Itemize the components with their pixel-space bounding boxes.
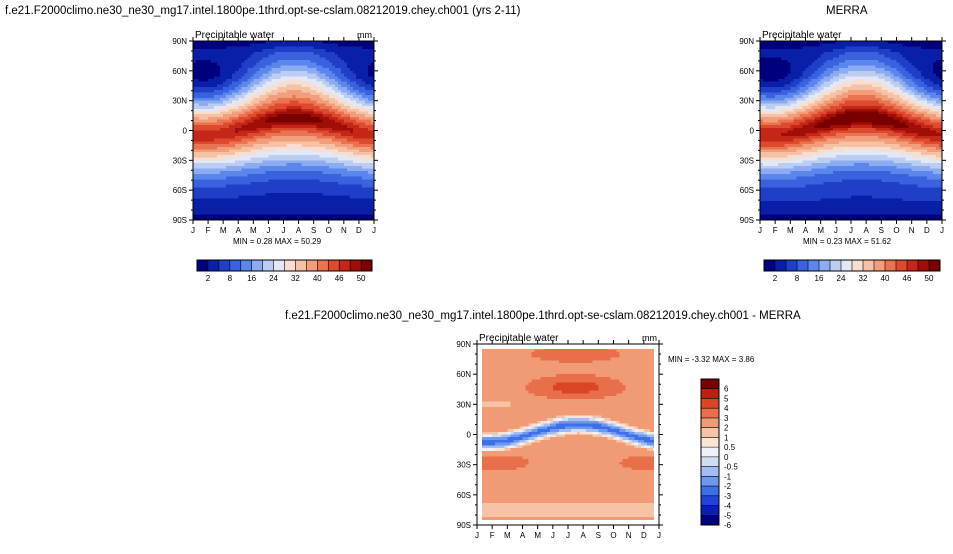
x-tick-label: M <box>220 226 227 235</box>
colorbar-swatch <box>241 260 252 271</box>
x-tick-label: J <box>282 226 286 235</box>
colorbar-swatch <box>230 260 241 271</box>
colorbar-swatch <box>361 260 372 271</box>
right-panel-title: MERRA <box>826 5 868 17</box>
colorbar-swatch <box>252 260 263 271</box>
heatmap-cells <box>760 41 943 221</box>
difference-panel-title: f.e21.F2000climo.ne30_ne30_mg17.intel.18… <box>285 310 801 322</box>
x-tick-label: A <box>236 226 242 235</box>
colorbar-swatch <box>295 260 306 271</box>
model-min: MIN = 0.28 <box>233 237 272 246</box>
panel-label: Precipitable water <box>762 30 842 41</box>
x-tick-label: J <box>191 226 195 235</box>
colorbar-swatch <box>350 260 361 271</box>
y-tick-label: 90N <box>172 37 187 46</box>
y-tick-label: 90S <box>173 216 187 225</box>
colorbar-swatch <box>208 260 219 271</box>
colorbar-swatch <box>263 260 274 271</box>
colorbar-swatch <box>285 260 296 271</box>
y-tick-label: 0 <box>183 127 188 136</box>
colorbar-swatch <box>274 260 285 271</box>
x-tick-label: S <box>311 226 316 235</box>
colorbar-label: 40 <box>313 274 322 283</box>
x-tick-label: F <box>206 226 211 235</box>
colorbar-swatch <box>197 260 208 271</box>
heatmap-cells <box>193 41 375 221</box>
colorbar-label: 50 <box>357 274 366 283</box>
colorbar-label: 32 <box>291 274 300 283</box>
colorbar-swatch <box>339 260 350 271</box>
x-tick-label: M <box>250 226 257 235</box>
y-tick-label: 60N <box>172 67 187 76</box>
colorbar-label: 8 <box>228 274 233 283</box>
model-minmax: MIN = 0.28 MAX = 50.29 <box>233 237 321 246</box>
colorbar-label: 46 <box>335 274 344 283</box>
y-tick-label: 60S <box>173 186 187 195</box>
left-panel-title: f.e21.F2000climo.ne30_ne30_mg17.intel.18… <box>5 5 520 17</box>
colorbar-swatch <box>317 260 328 271</box>
model-max: MAX = 50.29 <box>275 237 321 246</box>
colorbar-label: 24 <box>269 274 278 283</box>
x-tick-label: J <box>266 226 270 235</box>
colorbar-label: 2 <box>206 274 211 283</box>
colorbar-label: 16 <box>247 274 256 283</box>
x-tick-label: N <box>341 226 347 235</box>
panel-label: Precipitable water <box>195 30 275 41</box>
x-tick-label: O <box>326 226 332 235</box>
colorbar-swatch <box>219 260 230 271</box>
x-tick-label: J <box>372 226 376 235</box>
colorbar-swatch <box>306 260 317 271</box>
colorbar-swatch <box>328 260 339 271</box>
y-tick-label: 30S <box>173 156 187 165</box>
x-tick-label: A <box>296 226 302 235</box>
x-tick-label: D <box>356 226 362 235</box>
y-tick-label: 30N <box>172 97 187 106</box>
